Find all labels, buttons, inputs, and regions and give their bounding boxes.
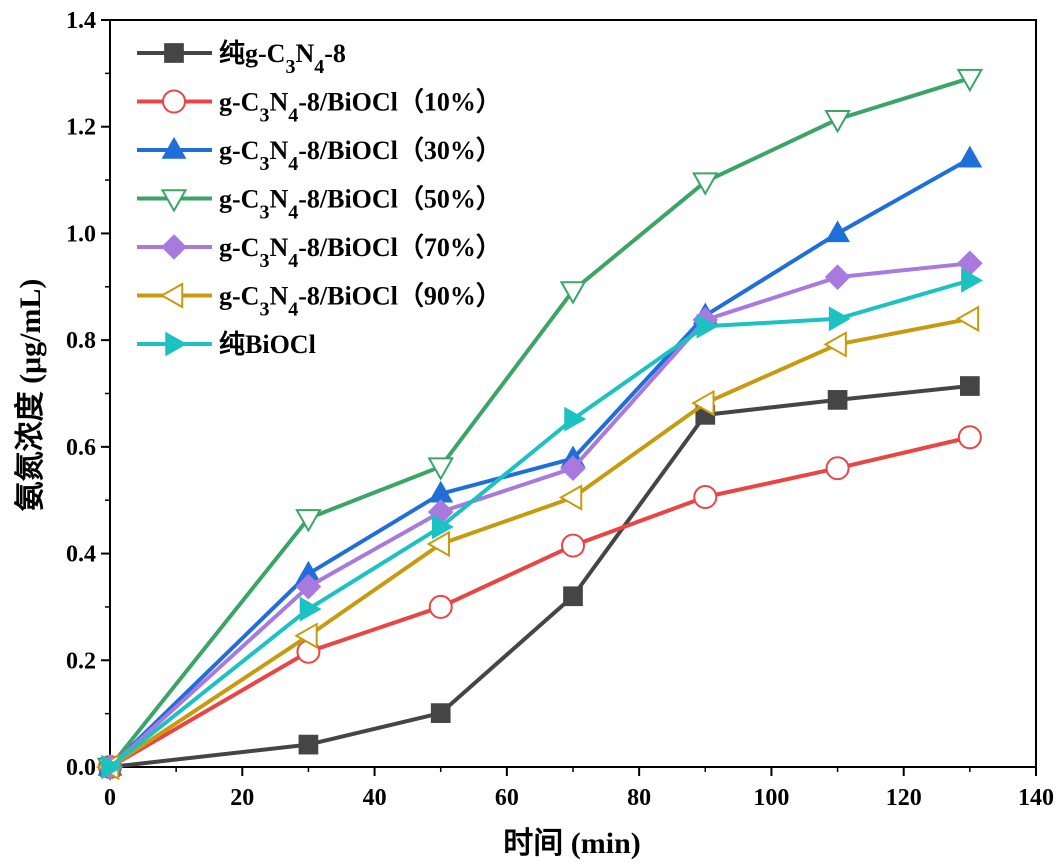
- x-tick-label: 20: [230, 785, 254, 811]
- data-point: [295, 573, 322, 600]
- axes-layer: 0 20 40 60 80 100 120 140 0.0 0.2 0.4 0.6 0.8 1.0 1.2 1…: [66, 8, 1054, 811]
- series-6: [95, 305, 980, 781]
- data-point: [825, 220, 850, 243]
- data-point: [427, 457, 454, 481]
- legend: 纯g-C3N4-8 g-C3N4-8/BiOCl（10%） g-C3N4-8/BiO…: [137, 38, 502, 359]
- y-tick-label: 0.0: [66, 755, 96, 781]
- data-point: [294, 622, 318, 650]
- legend-item: 纯BiOCl: [137, 329, 316, 359]
- legend-item: g-C3N4-8/BiOCl（50%）: [137, 185, 502, 224]
- data-point: [101, 754, 124, 780]
- data-point: [828, 306, 851, 332]
- data-point: [691, 389, 715, 417]
- y-tick-label: 1.4: [66, 8, 96, 34]
- x-axis-title: 时间 (min): [503, 827, 641, 860]
- data-point: [825, 456, 850, 481]
- y-tick-label: 0.6: [66, 435, 96, 461]
- legend-marker: [162, 89, 186, 114]
- y-tick-label: 1.0: [66, 221, 96, 247]
- data-point: [960, 376, 980, 396]
- data-point: [298, 734, 319, 755]
- y-tick-label: 0.4: [66, 542, 96, 568]
- data-point: [957, 145, 983, 168]
- data-point: [558, 484, 583, 511]
- data-point: [560, 455, 586, 482]
- x-tick-label: 0: [104, 785, 116, 811]
- data-point: [823, 331, 847, 358]
- series-1: [100, 376, 980, 777]
- legend-item: g-C3N4-8/BiOCl（30%）: [137, 136, 502, 175]
- data-point: [563, 586, 583, 607]
- x-tick-label: 80: [627, 785, 651, 811]
- y-axis-title: 氨氮浓度 (μg/mL): [14, 279, 47, 512]
- legend-item: 纯g-C3N4-8: [137, 38, 346, 78]
- y-tick-label: 0.8: [66, 328, 96, 354]
- data-point: [824, 109, 851, 134]
- data-point: [299, 596, 322, 622]
- data-point: [295, 509, 322, 533]
- legend-label: g-C3N4-8/BiOCl（30%）: [219, 136, 502, 175]
- data-point: [957, 425, 982, 450]
- x-tick-label: 100: [753, 785, 789, 811]
- data-point: [692, 172, 719, 196]
- data-point: [827, 390, 848, 410]
- x-tick-label: 40: [363, 785, 387, 811]
- data-point: [428, 594, 453, 619]
- data-point: [426, 530, 450, 558]
- y-tick-label: 0.2: [66, 648, 96, 674]
- series-layer: [95, 68, 984, 782]
- data-point: [431, 514, 454, 540]
- legend-label: g-C3N4-8/BiOCl（70%）: [219, 233, 502, 272]
- series-line: [109, 384, 971, 769]
- legend-item: g-C3N4-8/BiOCl（70%）: [137, 233, 502, 272]
- legend-marker: [165, 331, 188, 357]
- legend-marker: [160, 189, 188, 213]
- legend-marker: [161, 234, 187, 260]
- x-tick-label: 60: [495, 785, 519, 811]
- series-7: [101, 267, 983, 780]
- series-line: [108, 316, 971, 769]
- data-point: [564, 406, 587, 432]
- data-point: [693, 485, 718, 510]
- legend-item: g-C3N4-8/BiOCl（90%）: [137, 282, 502, 321]
- data-point: [561, 533, 585, 558]
- data-point: [824, 264, 851, 290]
- x-tick-label: 120: [886, 785, 922, 811]
- y-tick-label: 1.2: [66, 115, 96, 141]
- legend-item: g-C3N4-8/BiOCl（10%）: [137, 88, 502, 127]
- legend-label: 纯g-C3N4-8: [219, 38, 346, 78]
- data-point: [961, 267, 983, 293]
- legend-marker: [159, 282, 184, 309]
- legend-marker: [164, 43, 184, 63]
- data-point: [956, 68, 984, 93]
- legend-label: g-C3N4-8/BiOCl（50%）: [219, 185, 502, 224]
- x-tick-label: 140: [1018, 785, 1054, 811]
- legend-marker: [161, 136, 187, 159]
- legend-label: g-C3N4-8/BiOCl（90%）: [219, 282, 502, 321]
- series-line: [108, 435, 971, 769]
- data-point: [430, 703, 451, 723]
- data-point: [955, 305, 980, 333]
- legend-label: g-C3N4-8/BiOCl（10%）: [219, 88, 502, 127]
- data-point: [696, 313, 719, 339]
- data-point: [559, 281, 587, 305]
- legend-label: 纯BiOCl: [219, 329, 316, 359]
